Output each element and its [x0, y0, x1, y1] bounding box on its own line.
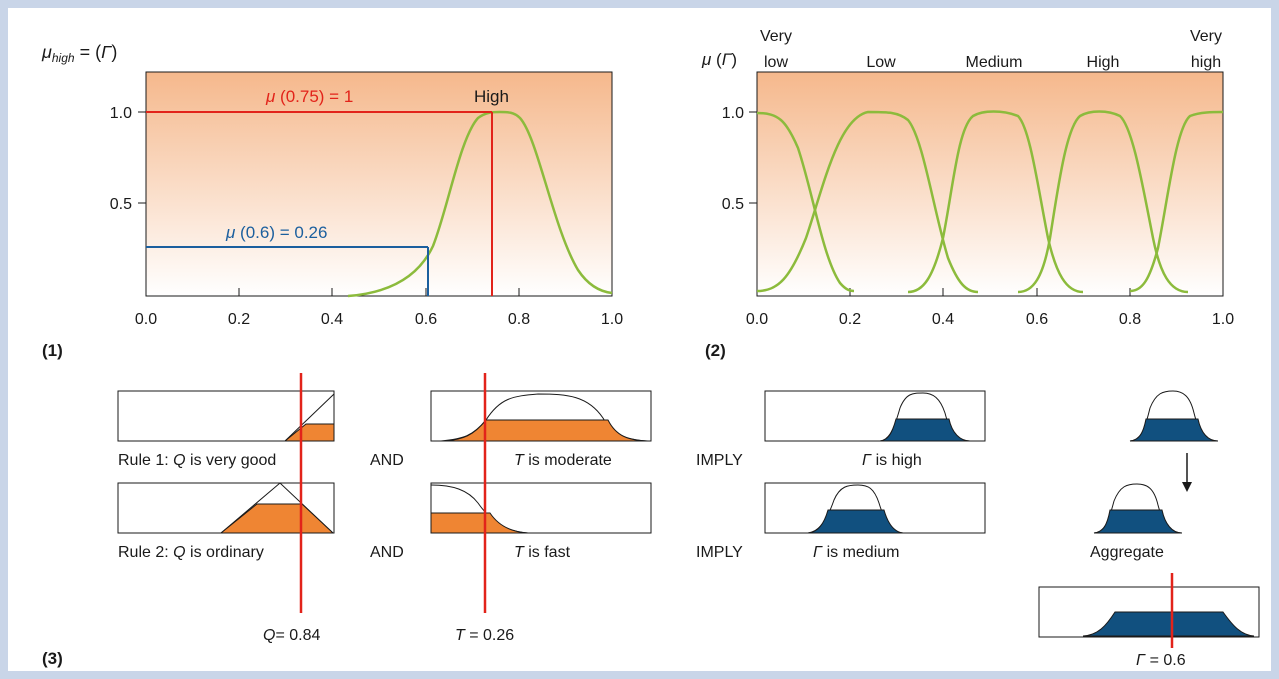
panel-1-set-label: High [474, 87, 509, 106]
down-arrow-head-icon [1182, 482, 1192, 492]
t-value-label: T = 0.26 [455, 627, 514, 644]
panel-1-ylabel: μhigh = (Γ) [41, 42, 117, 65]
panel-1-high-curve [347, 110, 613, 298]
panel-1-xticks [145, 288, 613, 296]
panel-2-label: (2) [705, 341, 726, 360]
panel-1-xtick-label: 0.0 [135, 311, 157, 328]
rule1-t-fill [445, 419, 647, 442]
rule2-gamma-fill [807, 509, 904, 534]
panel-2-ytick-label: 0.5 [722, 196, 744, 213]
aggregate-result-fill [1082, 611, 1255, 637]
panel-1-xtick-label: 1.0 [601, 311, 623, 328]
panel-2-high-curve [1017, 110, 1189, 294]
rule1-and: AND [370, 452, 404, 469]
panel-1-xtick-label: 0.2 [228, 311, 250, 328]
panel-2-set-label: High [1087, 54, 1120, 71]
panel-1-xtick-label: 0.8 [508, 311, 530, 328]
rule2-t-fill [430, 512, 529, 534]
panel-1-ytick-label: 1.0 [110, 105, 132, 122]
panel-2: μ (Γ) Very low Low Medium High Very high… [701, 28, 1234, 360]
panel-1-xtick-label: 0.6 [415, 311, 437, 328]
panel-1-plot-area [145, 71, 613, 297]
aggregate-label: Aggregate [1090, 544, 1164, 561]
panel-2-set-label: Very [1190, 28, 1222, 45]
figure-frame: μhigh = (Γ) 1.0 0.5 0.0 0.2 0.4 0.6 0.8 … [8, 8, 1271, 671]
panel-3: Rule 1: Q is very good AND T is moderate… [42, 373, 1260, 669]
panel-2-very-low-curve [756, 111, 855, 293]
panel-1-blue-annotation: μ (0.6) = 0.26 [225, 223, 327, 242]
rule1-q-fill [283, 423, 335, 442]
panel-2-ylabel: μ (Γ) [701, 50, 737, 69]
rule1-gamma-label: Γ is high [862, 452, 922, 469]
panel-2-xtick-label: 0.4 [932, 311, 954, 328]
panel-1: μhigh = (Γ) 1.0 0.5 0.0 0.2 0.4 0.6 0.8 … [41, 42, 623, 360]
panel-2-ytick-label: 1.0 [722, 105, 744, 122]
panel-2-xtick-label: 0.8 [1119, 311, 1141, 328]
panel-2-low-curve [756, 110, 979, 294]
rule1-gamma-fill [879, 418, 971, 442]
panel-2-xtick-label: 0.2 [839, 311, 861, 328]
rule2-q-label: Rule 2: Q is ordinary [118, 544, 264, 561]
panel-2-xtick-label: 0.6 [1026, 311, 1048, 328]
agg-mid-fill [1093, 509, 1183, 534]
rule1-t-label: T is moderate [514, 452, 612, 469]
panel-2-xtick-label: 0.0 [746, 311, 768, 328]
panel-2-set-label: high [1191, 54, 1221, 71]
agg-top-fill [1129, 418, 1219, 442]
rule1-gamma-box [764, 390, 986, 442]
panel-2-set-label: Very [760, 28, 792, 45]
rule2-and: AND [370, 544, 404, 561]
panel-2-xtick-label: 1.0 [1212, 311, 1234, 328]
rule2-gamma-label: Γ is medium [813, 544, 899, 561]
panel-2-set-label: Medium [966, 54, 1023, 71]
rule1-imply: IMPLY [696, 452, 743, 469]
rule2-t-label: T is fast [514, 544, 571, 561]
panel-2-very-high-curve [1129, 110, 1224, 293]
figure-canvas: μhigh = (Γ) 1.0 0.5 0.0 0.2 0.4 0.6 0.8 … [41, 28, 1260, 669]
panel-1-ytick-label: 0.5 [110, 196, 132, 213]
rule1-q-label: Rule 1: Q is very good [118, 452, 276, 469]
panel-2-plot-area [756, 71, 1224, 297]
panel-2-set-label: Low [866, 54, 896, 71]
rule1-q-ramp [284, 393, 335, 442]
q-value-label: Q= 0.84 [263, 627, 320, 644]
rule2-imply: IMPLY [696, 544, 743, 561]
panel-2-set-label: low [764, 54, 788, 71]
panel-2-medium-curve [907, 110, 1084, 294]
panel-1-xtick-label: 0.4 [321, 311, 343, 328]
panel-1-label: (1) [42, 341, 63, 360]
panel-3-label: (3) [42, 649, 63, 668]
gamma-value-label: Γ = 0.6 [1136, 652, 1186, 669]
panel-1-red-annotation: μ (0.75) = 1 [265, 87, 353, 106]
